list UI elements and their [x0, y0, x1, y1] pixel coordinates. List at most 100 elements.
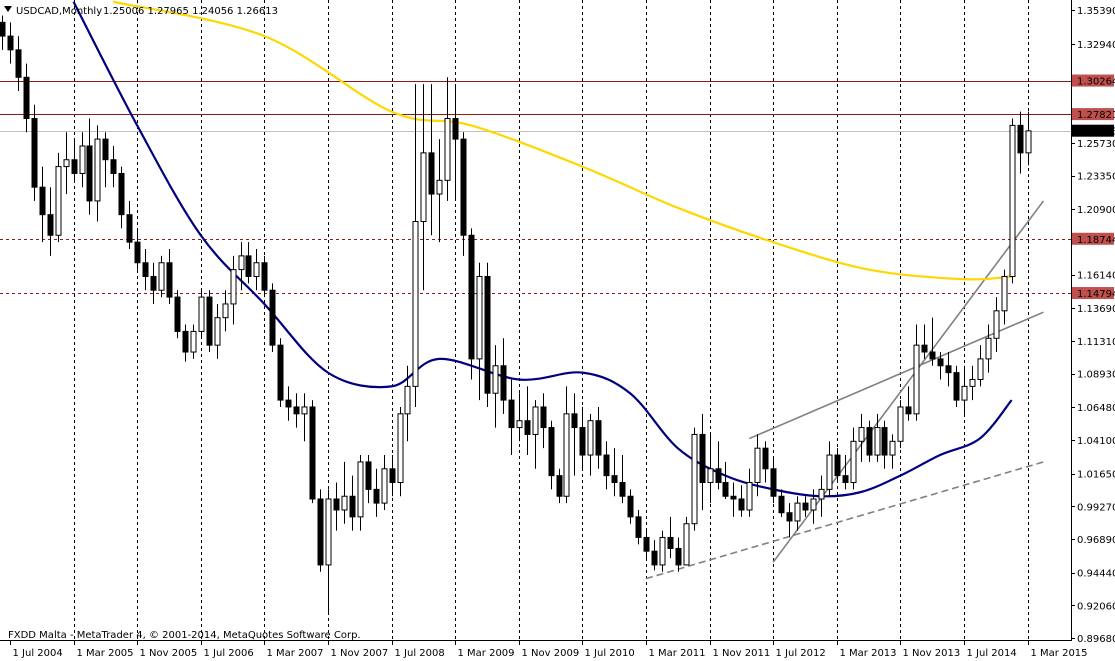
candle [190, 324, 197, 359]
candle-body [500, 365, 507, 401]
candle [285, 386, 292, 421]
candle-body [484, 275, 491, 394]
candle [47, 187, 54, 256]
candle [905, 386, 912, 421]
candle [1025, 111, 1032, 166]
time-label: 1 Nov 2007 [331, 648, 389, 659]
candle-body [707, 468, 714, 484]
candle [86, 118, 93, 215]
candle [961, 365, 968, 414]
candle [420, 84, 427, 291]
candle-body [412, 221, 419, 387]
price-label: 1.14794 [1077, 289, 1115, 300]
candle-body [7, 35, 14, 51]
candle-body [420, 152, 427, 223]
candle-body [118, 172, 125, 216]
candle [619, 455, 626, 504]
trend-line [772, 200, 1045, 563]
candle [31, 104, 38, 201]
candle-body [524, 420, 531, 435]
candle-body [715, 468, 722, 484]
candle [389, 455, 396, 497]
candle [571, 393, 578, 476]
candle [404, 365, 411, 442]
candle-body [71, 159, 78, 174]
candle-body [508, 399, 515, 429]
candle [707, 434, 714, 504]
candle [452, 84, 459, 201]
candle [39, 166, 46, 243]
candle [850, 427, 857, 490]
candle [349, 475, 356, 531]
candle [365, 455, 372, 504]
price-label: 0.99270 [1077, 502, 1115, 513]
candle [1017, 111, 1024, 174]
candle-body [365, 461, 372, 490]
price-label: 1.08930 [1077, 370, 1115, 381]
candle [516, 393, 523, 442]
candle-body [158, 262, 165, 291]
candle-body [198, 296, 205, 332]
price-label: 0.89680 [1077, 634, 1115, 645]
candle-body [921, 344, 928, 353]
candle-body [126, 214, 133, 243]
candle-body [238, 255, 245, 271]
candle [985, 324, 992, 373]
candle-body [818, 488, 825, 500]
candle [253, 249, 260, 291]
price-tag [1072, 287, 1114, 300]
candle-body [166, 262, 173, 298]
price-label: 1.20900 [1077, 205, 1115, 216]
candle-body [993, 310, 1000, 339]
candle-body [63, 159, 70, 168]
candle-body [897, 406, 904, 442]
candle [341, 461, 348, 524]
candle-body [269, 289, 276, 346]
candle [659, 530, 666, 572]
time-label: 1 Jul 2012 [776, 648, 826, 659]
candle-body [301, 406, 308, 415]
candle-body [945, 365, 952, 374]
candle [158, 255, 165, 298]
price-label: 0.94440 [1077, 569, 1115, 580]
candle-body [0, 21, 6, 37]
time-label: 1 Nov 2005 [140, 648, 198, 659]
candle-body [309, 406, 316, 500]
candle [691, 427, 698, 531]
candle-body [556, 475, 563, 497]
price-label: 1.25730 [1077, 139, 1115, 150]
candle-body [985, 337, 992, 360]
time-label: 1 Jul 2010 [585, 648, 635, 659]
time-label: 1 Nov 2011 [713, 648, 771, 659]
price-axis: 1.35390 1.32940 1.30264 1.27821 1.266131.257… [1071, 6, 1115, 645]
candle [874, 413, 881, 462]
candle [71, 139, 78, 181]
candle [333, 482, 340, 531]
candle [0, 15, 6, 50]
candle-body [929, 351, 936, 360]
candle-body [579, 427, 586, 456]
candle-body [571, 413, 578, 429]
candle [468, 228, 475, 380]
candle [7, 22, 14, 64]
candle [826, 441, 833, 497]
candle-body [619, 482, 626, 497]
price-tag [1072, 232, 1114, 245]
candle [730, 482, 737, 517]
candle-body [738, 498, 745, 511]
candle-body [659, 536, 666, 566]
candle [969, 365, 976, 401]
moving-average-line [113, 0, 1012, 281]
candle-body [1025, 130, 1032, 154]
candle-body [786, 512, 793, 522]
candle-body [39, 186, 46, 216]
dropdown-triangle-icon[interactable] [4, 6, 12, 12]
candle-body [397, 413, 404, 484]
candle [858, 413, 865, 462]
candle [500, 338, 507, 414]
candle [921, 324, 928, 359]
candle-body [730, 495, 737, 500]
candle-body [905, 406, 912, 415]
candle [492, 345, 499, 428]
